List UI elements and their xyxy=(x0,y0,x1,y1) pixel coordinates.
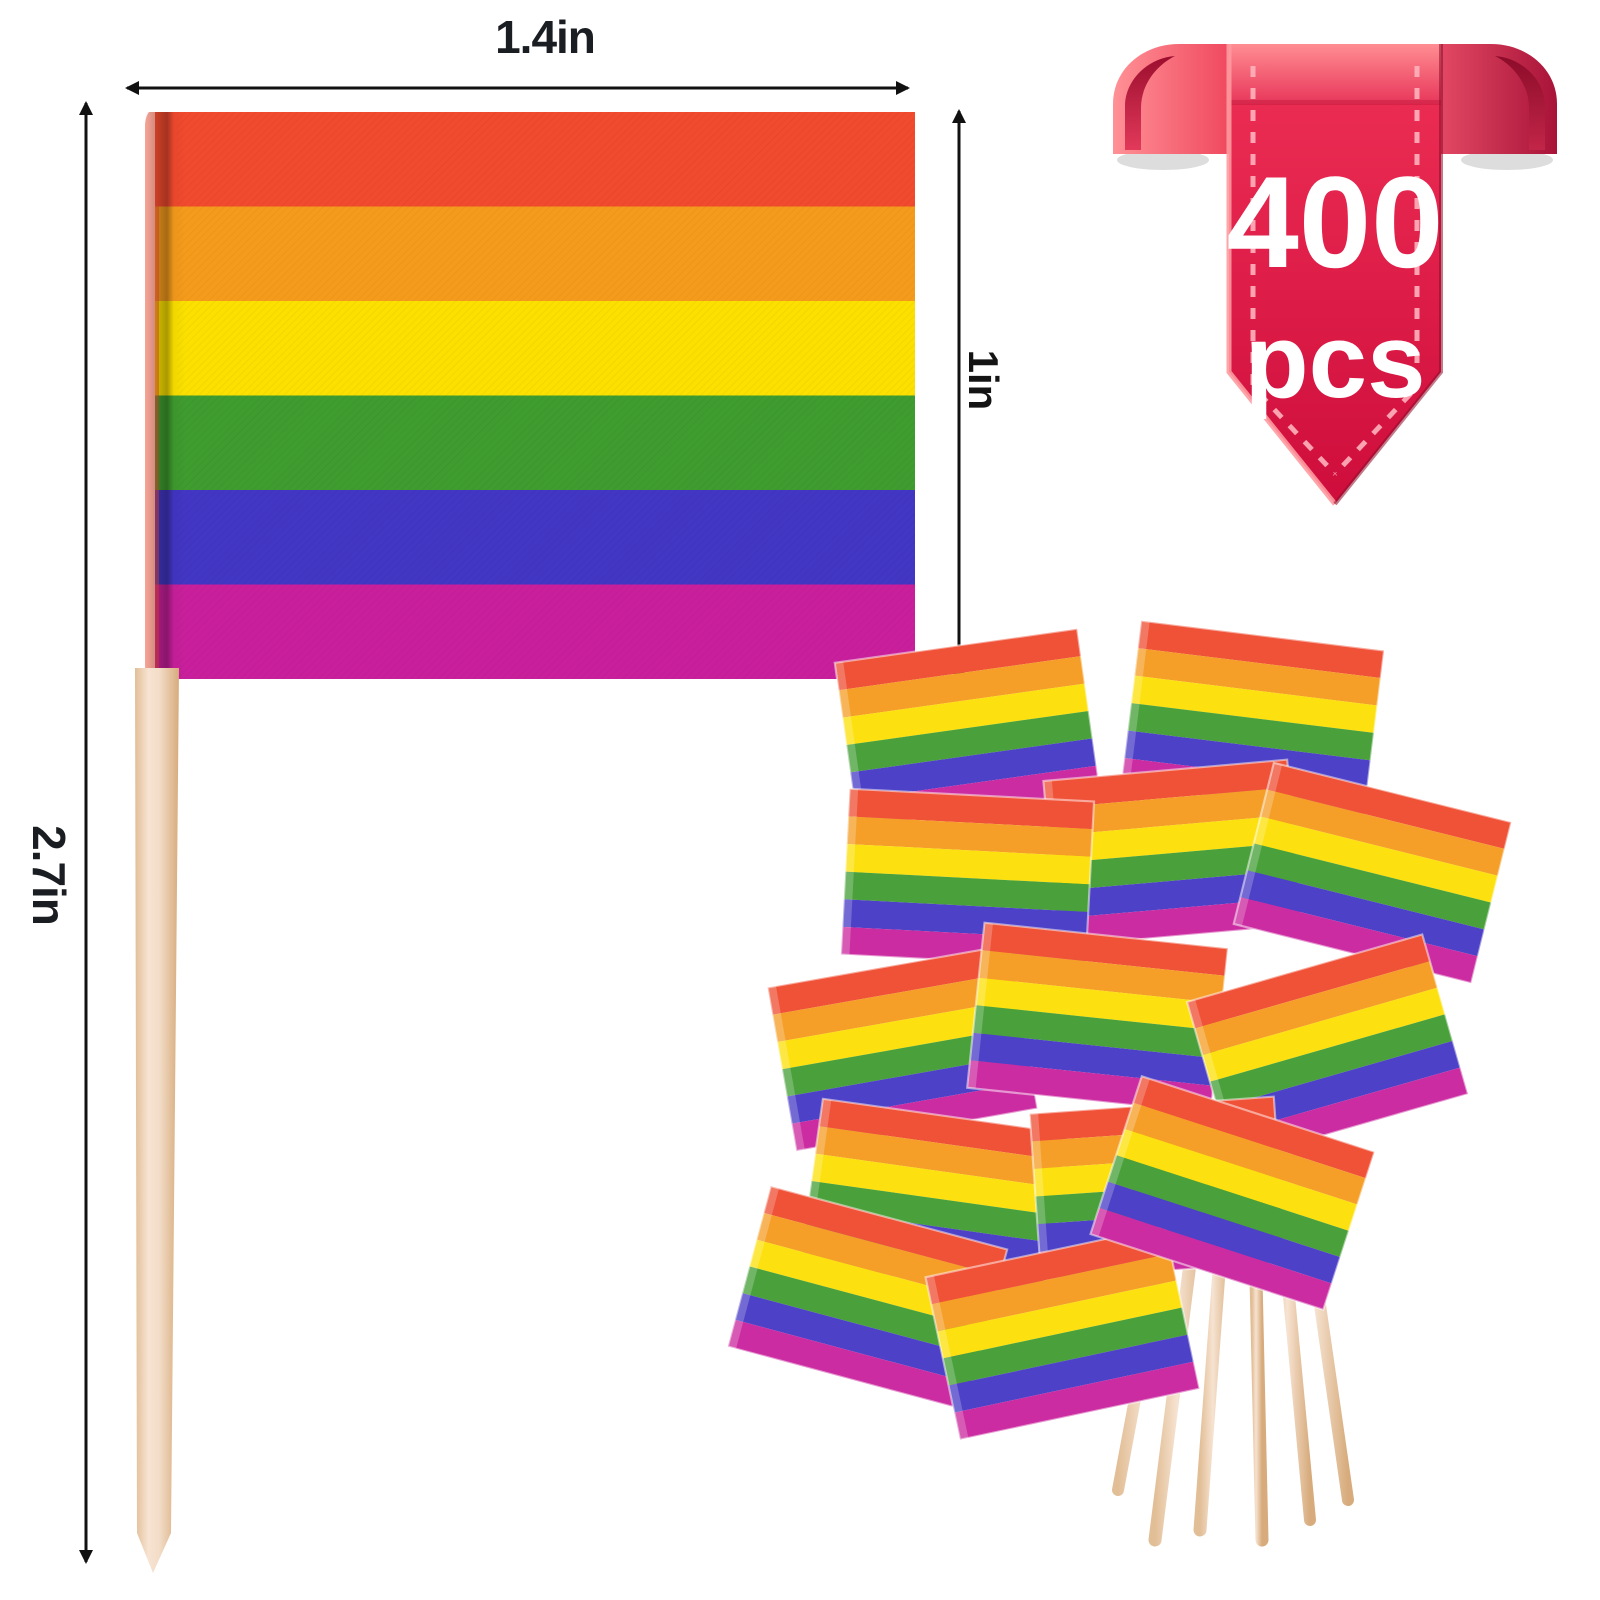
svg-text:400: 400 xyxy=(1227,149,1444,295)
svg-text:pcs: pcs xyxy=(1245,303,1426,420)
